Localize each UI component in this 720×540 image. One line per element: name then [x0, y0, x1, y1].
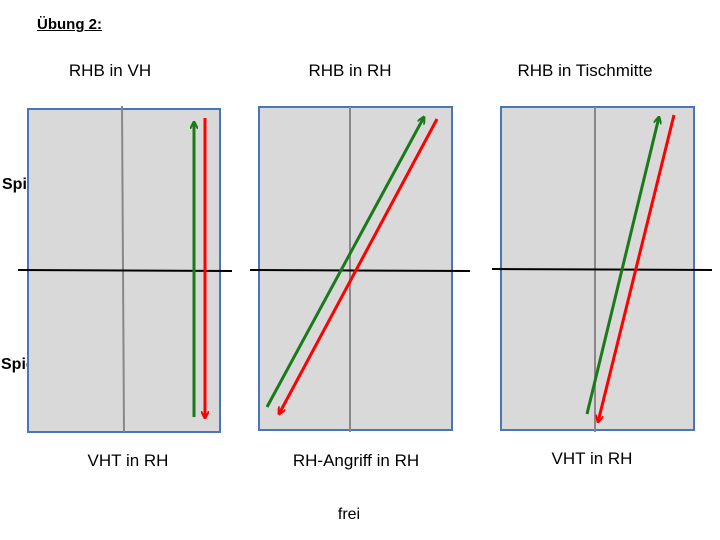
table-2-red-arrow [279, 118, 439, 414]
table-2 [249, 106, 471, 432]
table-3-bottom-label: VHT in RH [551, 449, 633, 468]
footer-label: frei [337, 506, 361, 523]
table-2-net [249, 269, 471, 272]
table-1 [17, 105, 233, 433]
table-3 [491, 106, 713, 432]
table-3-green-arrow [585, 117, 659, 415]
exercise-title: Übung 2: [37, 16, 102, 33]
table-3-red-arrow [598, 114, 676, 422]
table-1-bottom-label: VHT in RH [87, 451, 169, 470]
table-2-green-arrow [265, 117, 424, 408]
table-2-bottom-label: RH-Angriff in RH [292, 451, 420, 470]
table-3-net [491, 268, 713, 271]
table-1-top-label: RHB in VH [68, 61, 152, 80]
table-1-net [17, 269, 233, 272]
table-2-top-label: RHB in RH [308, 61, 392, 80]
table-3-top-label: RHB in Tischmitte [517, 61, 653, 80]
table-1-center-line [121, 105, 125, 433]
